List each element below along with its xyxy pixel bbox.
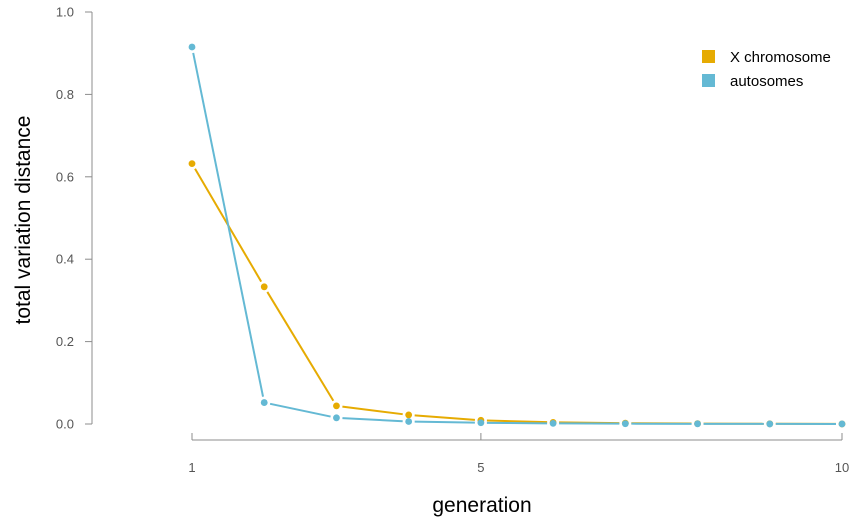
y-tick-label: 0.2 — [56, 334, 74, 349]
series-line-segment — [266, 291, 335, 402]
series-line-segment — [414, 414, 475, 421]
data-point — [333, 402, 340, 410]
series-1 — [188, 160, 846, 428]
data-point — [405, 418, 413, 425]
legend-swatch — [702, 74, 715, 87]
data-point — [694, 420, 701, 428]
data-point — [621, 420, 629, 428]
data-point — [260, 283, 268, 291]
data-point — [766, 420, 774, 428]
x-tick-label: 1 — [188, 460, 195, 475]
data-point — [838, 420, 846, 428]
legend: X chromosome autosomes — [702, 49, 831, 90]
y-axis: 0.0 0.2 0.4 0.6 0.8 1.0 — [56, 5, 93, 432]
series-line-segment — [342, 405, 403, 416]
data-point — [333, 414, 340, 422]
data-point — [188, 160, 196, 168]
legend-label: autosomes — [730, 73, 803, 90]
y-tick-label: 0.6 — [56, 169, 74, 184]
y-axis-title: total variation distance — [12, 116, 35, 325]
legend-swatch — [702, 50, 715, 63]
x-axis: 1 5 10 — [188, 433, 849, 475]
series-line-segment — [342, 417, 403, 423]
data-point — [405, 411, 413, 419]
data-point — [188, 43, 196, 51]
data-point — [549, 419, 557, 427]
series-line-segment — [486, 419, 548, 424]
series-layer — [188, 43, 846, 428]
data-point — [260, 399, 268, 406]
x-tick-label: 5 — [477, 460, 484, 475]
series-line-segment — [192, 52, 265, 397]
y-tick-label: 0.4 — [56, 252, 74, 267]
y-tick-label: 0.0 — [56, 417, 74, 432]
y-tick-label: 0.8 — [56, 87, 74, 102]
series-line-segment — [414, 420, 475, 424]
legend-label: X chromosome — [730, 49, 831, 66]
series-2 — [188, 43, 846, 428]
series-line-segment — [486, 421, 548, 425]
y-tick-label: 1.0 — [56, 5, 74, 20]
series-line-segment — [269, 402, 331, 418]
data-point — [477, 419, 485, 427]
x-axis-title: generation — [432, 494, 531, 517]
x-tick-label: 10 — [835, 460, 849, 475]
